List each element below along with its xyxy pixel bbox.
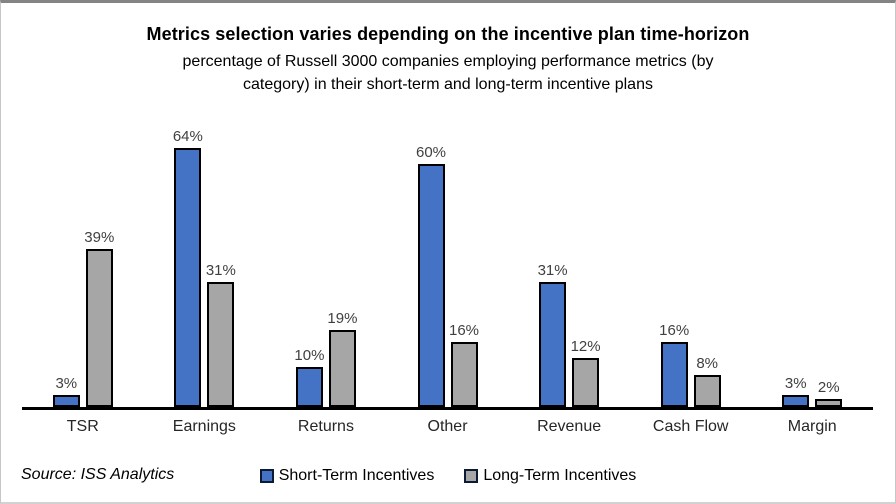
bar-long-term-incentives-returns: 19% [327, 310, 357, 407]
plot-area: 3% 39% 64% 31% 10% 19% 60% 16% 31% 12% 16% 8% 3% 2% [22, 121, 873, 410]
bar-short-term-incentives-returns: 10% [294, 347, 324, 407]
bar-value-label: 31% [537, 262, 568, 279]
x-axis-label-margin: Margin [787, 418, 837, 435]
bar-short-term-incentives-margin: 3% [782, 375, 810, 407]
bar-long-term-incentives-revenue: 12% [571, 338, 601, 407]
bar-short-term-incentives-revenue: 31% [538, 262, 568, 407]
bar-short-term-incentives-earnings: 64% [173, 128, 203, 407]
long-term-swatch-icon [464, 469, 479, 483]
chart-subtitle: percentage of Russell 3000 companies emp… [182, 53, 714, 93]
chart-title: Metrics selection varies depending on th… [146, 24, 750, 44]
x-axis-label-other: Other [427, 418, 468, 435]
bar-short-term-incentives-tsr: 3% [52, 375, 80, 407]
x-axis-label-tsr: TSR [66, 418, 99, 435]
short-term-swatch-icon [259, 469, 274, 483]
x-axis-label-cash-flow: Cash Flow [652, 418, 729, 435]
bar-long-term-incentives-tsr: 39% [84, 229, 114, 407]
bar-value-label: 19% [327, 310, 358, 327]
bar-group-revenue: 31% 12% [508, 121, 630, 407]
source-note: Source: ISS Analytics [21, 466, 175, 483]
bar-long-term-incentives-margin: 2% [815, 379, 843, 407]
bar-value-label: 8% [696, 355, 719, 372]
bar-value-label: 3% [784, 375, 807, 392]
bar-value-label: 16% [449, 322, 480, 339]
bar-group-returns: 10% 19% [265, 121, 387, 407]
bar-value-label: 16% [659, 322, 690, 339]
bar-group-tsr: 3% 39% [22, 121, 144, 407]
bar-group-margin: 3% 2% [751, 121, 873, 407]
bar-value-label: 64% [172, 128, 203, 145]
legend-item-short-term: Short-Term Incentives [259, 467, 435, 485]
bar-long-term-incentives-earnings: 31% [206, 262, 236, 407]
legend-item-long-term: Long-Term Incentives [464, 467, 636, 485]
bar-long-term-incentives-other: 16% [449, 322, 479, 407]
bar-short-term-incentives-other: 60% [416, 144, 446, 407]
x-axis-labels: TSR Earnings Returns Other Revenue Cash Flow M… [22, 418, 873, 436]
bar-value-label: 31% [205, 262, 236, 279]
chart-footer: Source: ISS Analytics Short-Term Incenti… [1, 460, 895, 494]
bar-value-label: 3% [55, 375, 78, 392]
bar-long-term-incentives-cash-flow: 8% [693, 355, 721, 407]
x-axis-label-revenue: Revenue [537, 418, 602, 435]
bar-group-earnings: 64% 31% [144, 121, 266, 407]
legend-label: Long-Term Incentives [483, 467, 637, 484]
x-axis-label-returns: Returns [297, 418, 354, 435]
legend-label: Short-Term Incentives [278, 467, 435, 484]
bar-group-cash-flow: 16% 8% [630, 121, 752, 407]
bar-value-label: 10% [294, 347, 325, 364]
bar-group-other: 60% 16% [387, 121, 509, 407]
bar-value-label: 60% [416, 144, 447, 161]
bar-short-term-incentives-cash-flow: 16% [659, 322, 689, 407]
x-axis-label-earnings: Earnings [172, 418, 236, 435]
chart-header: Metrics selection varies depending on th… [1, 3, 895, 96]
legend: Short-Term Incentives Long-Term Incentiv… [1, 460, 895, 485]
bar-value-label: 2% [817, 379, 840, 396]
bar-value-label: 39% [84, 229, 115, 246]
bar-value-label: 12% [570, 338, 601, 355]
